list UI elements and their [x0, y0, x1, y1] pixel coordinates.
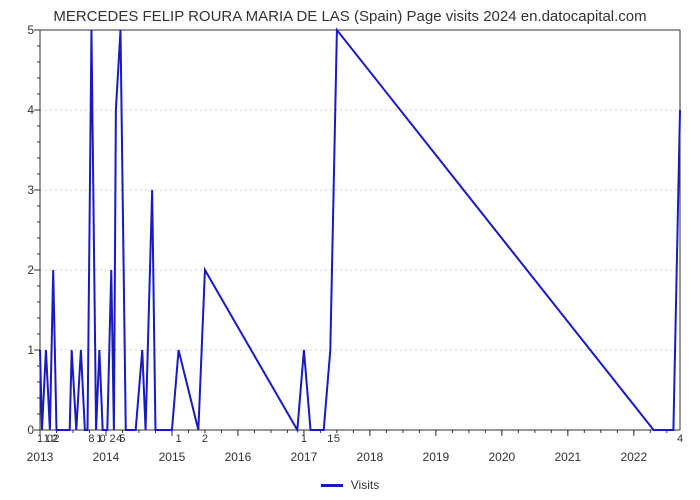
- legend: Visits: [0, 478, 700, 492]
- x-axis-label: 2021: [554, 430, 581, 464]
- y-axis-label: 5: [27, 23, 40, 37]
- legend-label: Visits: [351, 478, 379, 492]
- legend-swatch: [321, 484, 343, 487]
- value-annotation: 1: [175, 433, 181, 445]
- y-axis-label: 2: [27, 263, 40, 277]
- value-annotation: 5: [119, 433, 125, 445]
- x-axis-label: 2016: [225, 430, 252, 464]
- value-annotation: 2: [202, 433, 208, 445]
- plot-area: 0123452013201420152016201720182019202020…: [40, 30, 680, 430]
- value-annotation: 0: [100, 433, 106, 445]
- y-axis-label: 4: [27, 103, 40, 117]
- value-annotation: 4: [677, 433, 683, 445]
- value-annotation: 5: [334, 433, 340, 445]
- value-annotation: 1: [301, 433, 307, 445]
- value-annotation: 1: [37, 433, 43, 445]
- chart-container: MERCEDES FELIP ROURA MARIA DE LAS (Spain…: [0, 0, 700, 500]
- y-axis-label: 3: [27, 183, 40, 197]
- x-axis-label: 2019: [423, 430, 450, 464]
- value-annotation: 8: [88, 433, 94, 445]
- x-axis-label: 2022: [620, 430, 647, 464]
- value-annotation: 2: [110, 433, 116, 445]
- y-axis-label: 1: [27, 343, 40, 357]
- x-axis-label: 2020: [488, 430, 515, 464]
- chart-svg: [40, 30, 680, 430]
- chart-title: MERCEDES FELIP ROURA MARIA DE LAS (Spain…: [0, 8, 700, 25]
- value-annotation: 2: [53, 433, 59, 445]
- x-axis-label: 2018: [357, 430, 384, 464]
- value-annotation: 1: [327, 433, 333, 445]
